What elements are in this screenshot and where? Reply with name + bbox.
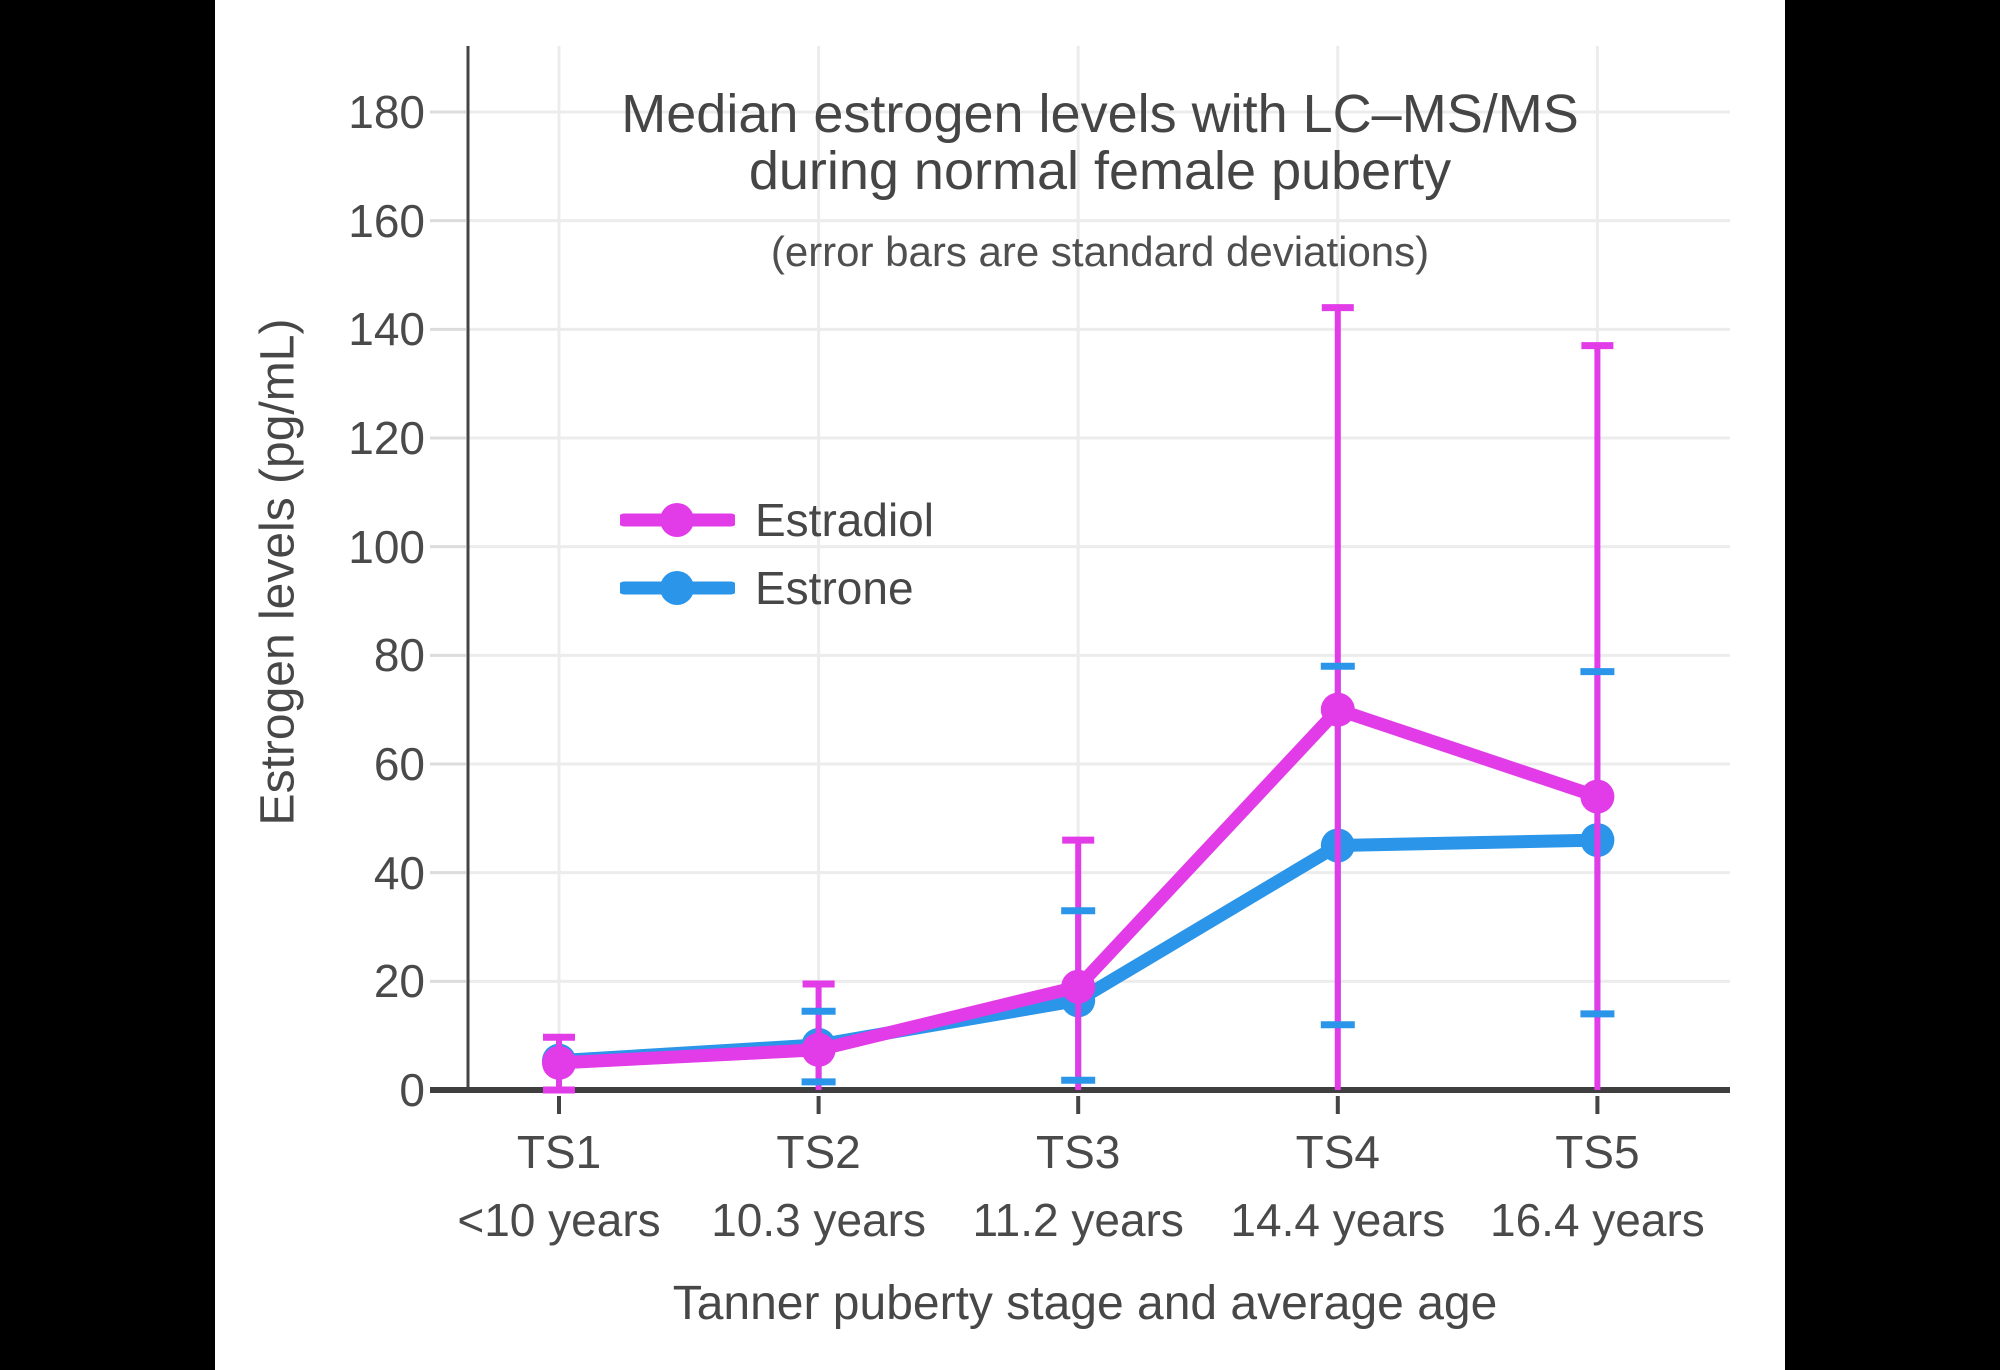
estradiol-point xyxy=(542,1045,576,1080)
x-tick-label-TS1: TS1 xyxy=(516,1126,602,1178)
estrone-swatch-icon xyxy=(620,571,735,605)
y-tick-label-40: 40 xyxy=(373,846,425,899)
estradiol-error-caps xyxy=(543,304,1614,1094)
y-tick-label-100: 100 xyxy=(348,520,425,573)
x-age-label-TS1: <10 years xyxy=(457,1194,661,1246)
estradiol-point xyxy=(1580,779,1615,814)
estradiol-line xyxy=(542,692,1615,1080)
x-age-label-TS3: 11.2 years xyxy=(972,1194,1184,1246)
chart-title-line2: during normal female puberty xyxy=(748,141,1452,201)
estradiol-point xyxy=(1320,692,1355,727)
chart-title-line1: Median estrogen levels with LC–MS/MS xyxy=(621,84,1579,144)
chart-subtitle: (error bars are standard deviations) xyxy=(770,228,1430,275)
legend: Estradiol Estrone xyxy=(620,486,934,622)
y-tick-label-80: 80 xyxy=(373,629,425,682)
right-letterbox-bar xyxy=(1785,0,2000,1370)
x-tick-marks xyxy=(557,1096,1600,1114)
estradiol-point xyxy=(801,1032,836,1067)
x-tick-label-TS5: TS5 xyxy=(1555,1126,1640,1178)
legend-item-estradiol: Estradiol xyxy=(620,486,934,554)
y-tick-label-120: 120 xyxy=(348,412,425,464)
y-tick-label-0: 0 xyxy=(399,1064,425,1116)
x-tick-label-TS3: TS3 xyxy=(1036,1126,1121,1178)
y-tick-label-140: 140 xyxy=(348,303,425,356)
legend-label-estradiol: Estradiol xyxy=(755,494,934,546)
estradiol-point xyxy=(1061,969,1096,1004)
left-letterbox-bar xyxy=(0,0,215,1370)
legend-item-estrone: Estrone xyxy=(620,554,934,622)
y-tick-marks xyxy=(430,110,466,983)
legend-label-estrone: Estrone xyxy=(755,562,914,614)
estrone-error-caps xyxy=(801,662,1615,1086)
estradiol-swatch-icon xyxy=(620,503,735,537)
y-tick-label-180: 180 xyxy=(348,86,425,138)
x-tick-label-TS2: TS2 xyxy=(776,1126,861,1178)
y-tick-label-20: 20 xyxy=(373,955,425,1008)
y-tick-label-160: 160 xyxy=(348,194,425,247)
y-tick-label-60: 60 xyxy=(373,738,425,790)
x-age-label-TS2: 10.3 years xyxy=(711,1194,926,1246)
x-age-label-TS4: 14.4 years xyxy=(1230,1194,1446,1246)
x-tick-label-TS4: TS4 xyxy=(1295,1126,1380,1178)
x-axis-title: Tanner puberty stage and average age xyxy=(672,1277,1498,1330)
x-age-label-TS5: 16.4 years xyxy=(1489,1194,1705,1246)
